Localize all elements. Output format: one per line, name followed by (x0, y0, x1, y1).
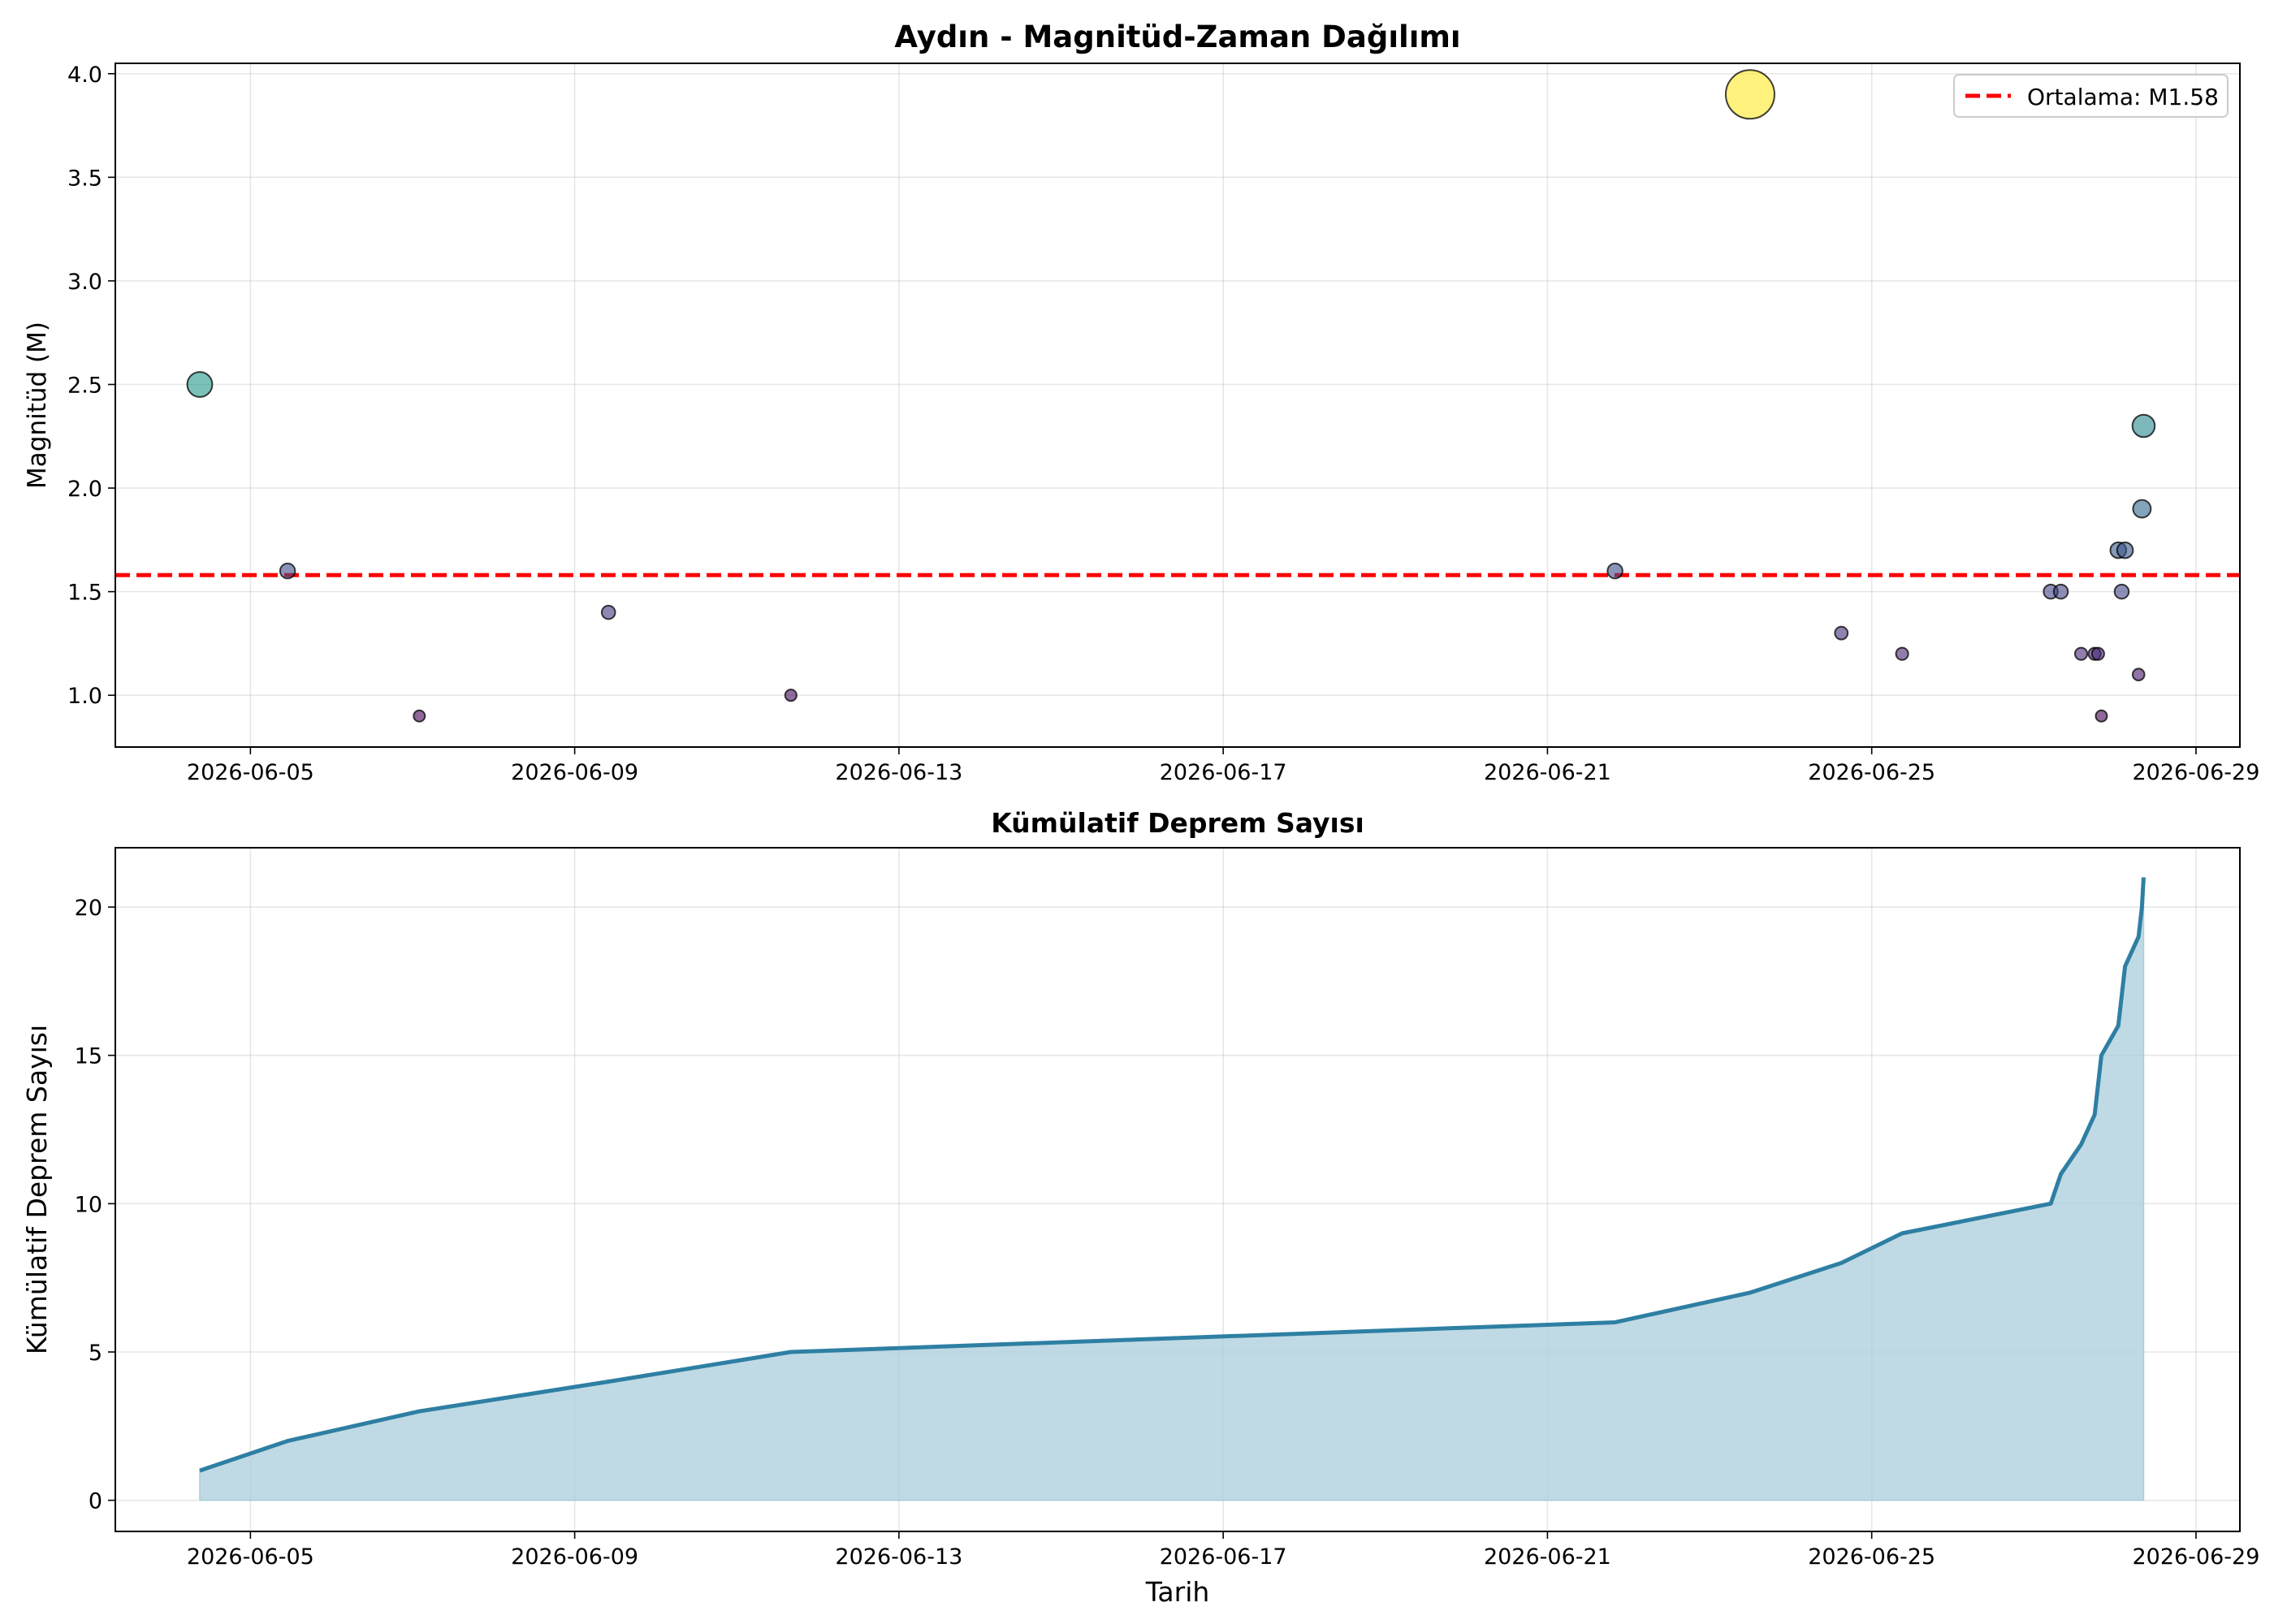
cumulative-count-chart: Kümülatif Deprem Sayısı 2026-06-05 2026-0… (21, 807, 2259, 1608)
x-tick-label: 2026-06-21 (1484, 760, 1611, 785)
plot-frame (115, 847, 2241, 1532)
y-tick-label: 5 (89, 1341, 102, 1366)
x-tick-label: 2026-06-17 (1160, 1544, 1287, 1570)
x-tick-label: 2026-06-25 (1808, 1544, 1935, 1570)
earthquake-point (600, 604, 616, 620)
y-axis-ticks: 1.0 1.5 2.0 2.5 3.0 3.5 4.0 (67, 63, 115, 709)
x-tick-label: 2026-06-29 (2132, 1544, 2259, 1570)
x-tick-label: 2026-06-09 (511, 1544, 638, 1570)
x-tick-label: 2026-06-13 (835, 760, 962, 785)
earthquake-point (2090, 646, 2105, 661)
legend-label: Ortalama: M1.58 (2027, 84, 2219, 110)
y-tick-label: 10 (75, 1192, 102, 1217)
y-tick-label: 4.0 (67, 63, 102, 88)
x-tick-label: 2026-06-29 (2132, 760, 2259, 785)
cumulative-area (199, 877, 2146, 1501)
x-tick-label: 2026-06-17 (1160, 760, 1287, 785)
y-tick-label: 1.5 (67, 581, 102, 606)
x-axis-label: Tarih (1145, 1576, 1210, 1608)
y-tick-label: 3.0 (67, 270, 102, 295)
y-axis-label: Kümülatif Deprem Sayısı (21, 1025, 53, 1354)
chart-title: Kümülatif Deprem Sayısı (991, 807, 1364, 839)
x-tick-label: 2026-06-13 (835, 1544, 962, 1570)
y-tick-label: 15 (75, 1044, 102, 1069)
chart-title: Aydın - Magnitüd-Zaman Dağılımı (894, 19, 1460, 54)
earthquake-point (279, 562, 296, 580)
earthquake-point (2132, 499, 2152, 519)
earthquake-point (186, 371, 214, 398)
earthquake-point (1834, 625, 1849, 641)
cumulative-line (199, 877, 2146, 1473)
earthquake-point (1724, 69, 1775, 120)
y-tick-label: 20 (75, 896, 102, 921)
y-tick-label: 0 (89, 1489, 102, 1514)
earthquake-point (2113, 583, 2130, 600)
scatter-points (186, 69, 2156, 723)
y-tick-label: 2.0 (67, 477, 102, 502)
plot-frame (115, 63, 2241, 748)
x-tick-label: 2026-06-09 (511, 760, 638, 785)
y-axis-ticks: 0 5 10 15 20 (75, 896, 115, 1514)
earthquake-point (413, 709, 426, 723)
earthquake-point (1895, 646, 1909, 661)
earthquake-point (2095, 709, 2108, 723)
x-tick-label: 2026-06-21 (1484, 1544, 1611, 1570)
x-axis-ticks: 2026-06-05 2026-06-09 2026-06-13 2026-06-17… (187, 1531, 2259, 1570)
earthquake-point (2052, 583, 2069, 600)
earthquake-point (1606, 562, 1623, 580)
legend: Ortalama: M1.58 (1953, 74, 2229, 118)
x-tick-label: 2026-06-05 (187, 1544, 314, 1570)
x-tick-label: 2026-06-25 (1808, 760, 1935, 785)
x-axis-ticks: 2026-06-05 2026-06-09 2026-06-13 2026-06-17… (187, 747, 2259, 785)
legend-box (1953, 74, 2229, 118)
y-tick-label: 3.5 (67, 166, 102, 191)
earthquake-point (2131, 413, 2156, 438)
earthquake-point (784, 689, 798, 702)
earthquake-point (2116, 541, 2134, 559)
earthquake-point (2131, 667, 2146, 681)
y-axis-label: Magnitüd (M) (23, 322, 52, 489)
grid (115, 63, 2240, 747)
y-tick-label: 2.5 (67, 373, 102, 398)
x-tick-label: 2026-06-05 (187, 760, 314, 785)
y-tick-label: 1.0 (67, 684, 102, 709)
earthquake-point (2073, 646, 2089, 661)
magnitude-time-chart: Aydın - Magnitüd-Zaman Dağılımı 2026-06-… (23, 19, 2259, 785)
